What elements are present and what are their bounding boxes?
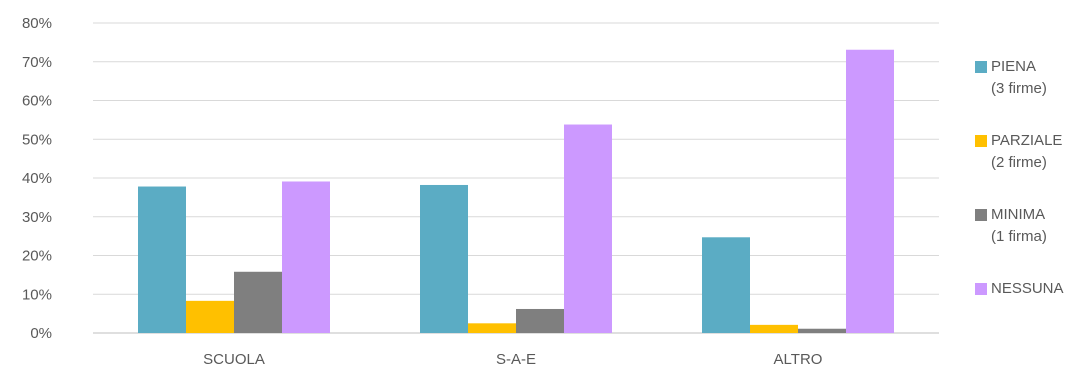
bar-piena-scuola bbox=[138, 186, 186, 333]
y-tick-label: 20% bbox=[22, 248, 52, 265]
legend-swatch-piena bbox=[975, 61, 987, 73]
y-tick-label: 10% bbox=[22, 286, 52, 303]
bar-nessuna-s-a-e bbox=[564, 124, 612, 334]
y-axis-ticks: 0% 10% 20% 30% 40% 50% 60% 70% 80% bbox=[22, 15, 52, 342]
legend-name-piena: PIENA bbox=[991, 58, 1037, 75]
y-tick-label: 30% bbox=[22, 209, 52, 226]
legend-name-parziale: PARZIALE bbox=[991, 132, 1063, 149]
legend-item-parziale: PARZIALE (2 firme) bbox=[975, 132, 1078, 206]
legend-item-piena: PIENA (3 firme) bbox=[975, 58, 1078, 132]
x-category-label-altro: ALTRO bbox=[774, 351, 823, 368]
legend-item-nessuna: NESSUNA bbox=[975, 280, 1078, 354]
x-category-label-scuola: SCUOLA bbox=[203, 351, 265, 368]
y-tick-label: 40% bbox=[22, 170, 52, 187]
y-tick-label: 80% bbox=[22, 15, 52, 32]
bar-parziale-altro bbox=[750, 324, 798, 333]
bar-minima-s-a-e bbox=[516, 308, 564, 333]
legend-sub-minima: (1 firma) bbox=[991, 228, 1047, 245]
legend-swatch-nessuna bbox=[975, 283, 987, 295]
bar-piena-s-a-e bbox=[420, 184, 468, 333]
legend-swatch-parziale bbox=[975, 135, 987, 147]
bar-piena-altro bbox=[702, 237, 750, 333]
legend-name-minima: MINIMA bbox=[991, 206, 1046, 223]
y-tick-label: 70% bbox=[22, 54, 52, 71]
legend-name-nessuna: NESSUNA bbox=[991, 280, 1064, 297]
legend-label-minima: MINIMA (1 firma) bbox=[991, 204, 1047, 248]
bar-parziale-scuola bbox=[186, 300, 234, 333]
x-category-label-s-a-e: S-A-E bbox=[496, 351, 536, 368]
y-tick-label: 60% bbox=[22, 93, 52, 110]
legend-label-parziale: PARZIALE (2 firme) bbox=[991, 130, 1062, 174]
gridlines bbox=[93, 22, 939, 334]
x-axis-labels: SCUOLA S-A-E ALTRO bbox=[203, 351, 822, 368]
bar-parziale-s-a-e bbox=[468, 323, 516, 333]
legend: PIENA (3 firme) PARZIALE (2 firme) MINIM… bbox=[975, 58, 1078, 354]
bar-nessuna-altro bbox=[846, 49, 894, 334]
bar-minima-altro bbox=[798, 328, 846, 333]
legend-label-nessuna: NESSUNA bbox=[991, 278, 1064, 300]
legend-item-minima: MINIMA (1 firma) bbox=[975, 206, 1078, 280]
legend-sub-piena: (3 firme) bbox=[991, 80, 1047, 97]
y-tick-label: 50% bbox=[22, 131, 52, 148]
legend-swatch-minima bbox=[975, 209, 987, 221]
legend-label-piena: PIENA (3 firme) bbox=[991, 56, 1047, 100]
y-tick-label: 0% bbox=[30, 325, 52, 342]
bars bbox=[138, 49, 894, 334]
legend-sub-parziale: (2 firme) bbox=[991, 154, 1047, 171]
bar-nessuna-scuola bbox=[282, 181, 330, 333]
bar-minima-scuola bbox=[234, 271, 282, 333]
